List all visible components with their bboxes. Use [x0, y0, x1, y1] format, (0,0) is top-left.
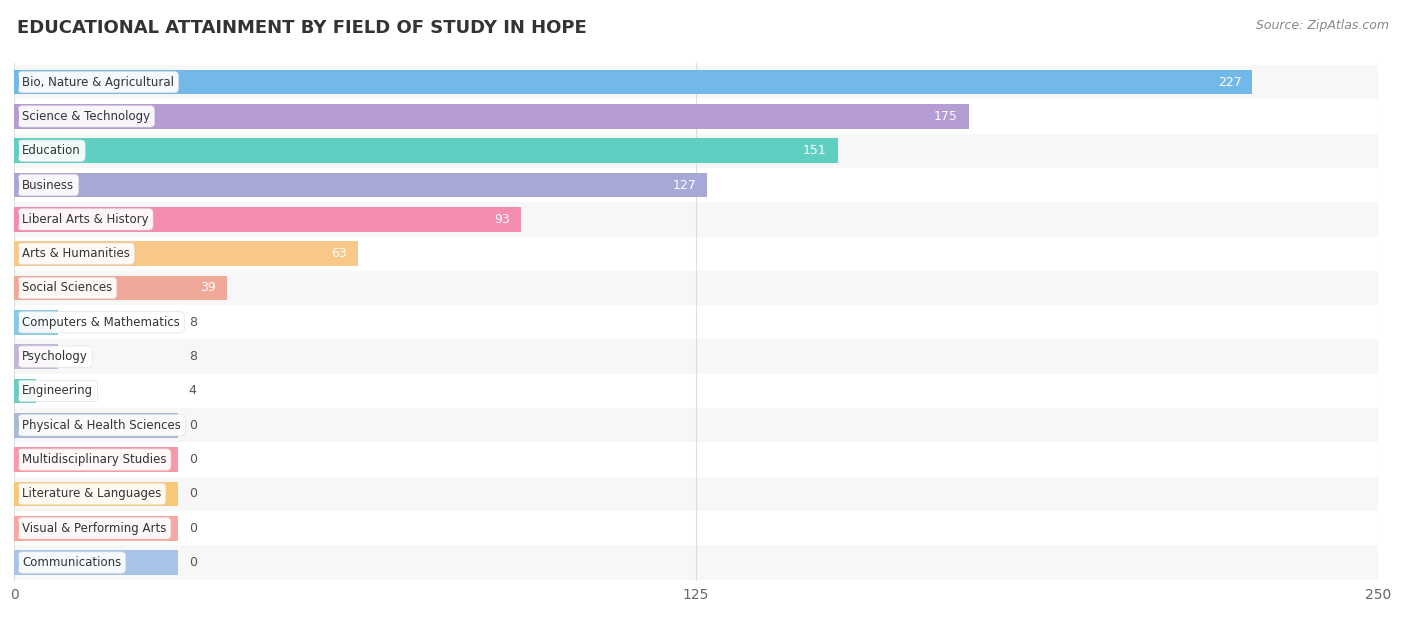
- Circle shape: [15, 107, 18, 126]
- Text: Visual & Performing Arts: Visual & Performing Arts: [22, 522, 167, 535]
- Text: 0: 0: [188, 419, 197, 432]
- Text: Literature & Languages: Literature & Languages: [22, 487, 162, 501]
- Bar: [14, 374, 1378, 408]
- Circle shape: [15, 73, 18, 92]
- Circle shape: [15, 210, 18, 229]
- Bar: [14, 516, 177, 540]
- Text: 93: 93: [495, 213, 510, 226]
- Bar: [14, 344, 58, 369]
- Circle shape: [15, 278, 18, 298]
- Bar: [14, 173, 707, 197]
- Bar: [14, 339, 1378, 374]
- Bar: [14, 276, 226, 300]
- Text: 151: 151: [803, 144, 827, 157]
- Bar: [14, 65, 1378, 99]
- Bar: [14, 550, 177, 575]
- Text: EDUCATIONAL ATTAINMENT BY FIELD OF STUDY IN HOPE: EDUCATIONAL ATTAINMENT BY FIELD OF STUDY…: [17, 19, 586, 37]
- Bar: [14, 413, 177, 437]
- Bar: [14, 511, 1378, 545]
- Bar: [14, 442, 1378, 477]
- Text: Business: Business: [22, 178, 75, 191]
- Bar: [14, 477, 1378, 511]
- Text: Physical & Health Sciences: Physical & Health Sciences: [22, 419, 181, 432]
- Bar: [14, 305, 1378, 339]
- Text: 39: 39: [200, 281, 217, 295]
- Text: Source: ZipAtlas.com: Source: ZipAtlas.com: [1256, 19, 1389, 32]
- Bar: [14, 408, 1378, 442]
- Bar: [14, 207, 522, 232]
- Bar: [14, 447, 177, 472]
- Bar: [14, 133, 1378, 168]
- Bar: [14, 241, 357, 266]
- Text: 227: 227: [1218, 76, 1241, 88]
- Circle shape: [15, 484, 18, 504]
- Bar: [14, 310, 58, 335]
- Text: 127: 127: [672, 178, 696, 191]
- Text: Computers & Mathematics: Computers & Mathematics: [22, 316, 180, 329]
- Bar: [14, 236, 1378, 271]
- Bar: [14, 138, 838, 163]
- Text: Arts & Humanities: Arts & Humanities: [22, 247, 131, 260]
- Bar: [14, 202, 1378, 236]
- Bar: [14, 271, 1378, 305]
- Text: 63: 63: [330, 247, 347, 260]
- Text: Liberal Arts & History: Liberal Arts & History: [22, 213, 149, 226]
- Bar: [14, 104, 969, 129]
- Text: 0: 0: [188, 487, 197, 501]
- Text: Engineering: Engineering: [22, 384, 93, 398]
- Text: 0: 0: [188, 556, 197, 569]
- Text: Psychology: Psychology: [22, 350, 89, 363]
- Circle shape: [15, 347, 18, 367]
- Circle shape: [15, 381, 18, 401]
- Text: Education: Education: [22, 144, 82, 157]
- Circle shape: [15, 450, 18, 469]
- Circle shape: [15, 141, 18, 161]
- Text: 8: 8: [188, 316, 197, 329]
- Circle shape: [15, 416, 18, 435]
- Bar: [14, 168, 1378, 202]
- Bar: [14, 70, 1253, 94]
- Text: Communications: Communications: [22, 556, 121, 569]
- Text: Bio, Nature & Agricultural: Bio, Nature & Agricultural: [22, 76, 174, 88]
- Circle shape: [15, 553, 18, 572]
- Bar: [14, 99, 1378, 133]
- Text: 4: 4: [188, 384, 197, 398]
- Text: Multidisciplinary Studies: Multidisciplinary Studies: [22, 453, 167, 466]
- Text: Social Sciences: Social Sciences: [22, 281, 112, 295]
- Text: 0: 0: [188, 453, 197, 466]
- Circle shape: [15, 519, 18, 538]
- Circle shape: [15, 244, 18, 264]
- Bar: [14, 482, 177, 506]
- Circle shape: [15, 313, 18, 332]
- Text: 0: 0: [188, 522, 197, 535]
- Bar: [14, 379, 37, 403]
- Text: Science & Technology: Science & Technology: [22, 110, 150, 123]
- Text: 175: 175: [934, 110, 957, 123]
- Bar: [14, 545, 1378, 580]
- Text: 8: 8: [188, 350, 197, 363]
- Circle shape: [15, 176, 18, 195]
